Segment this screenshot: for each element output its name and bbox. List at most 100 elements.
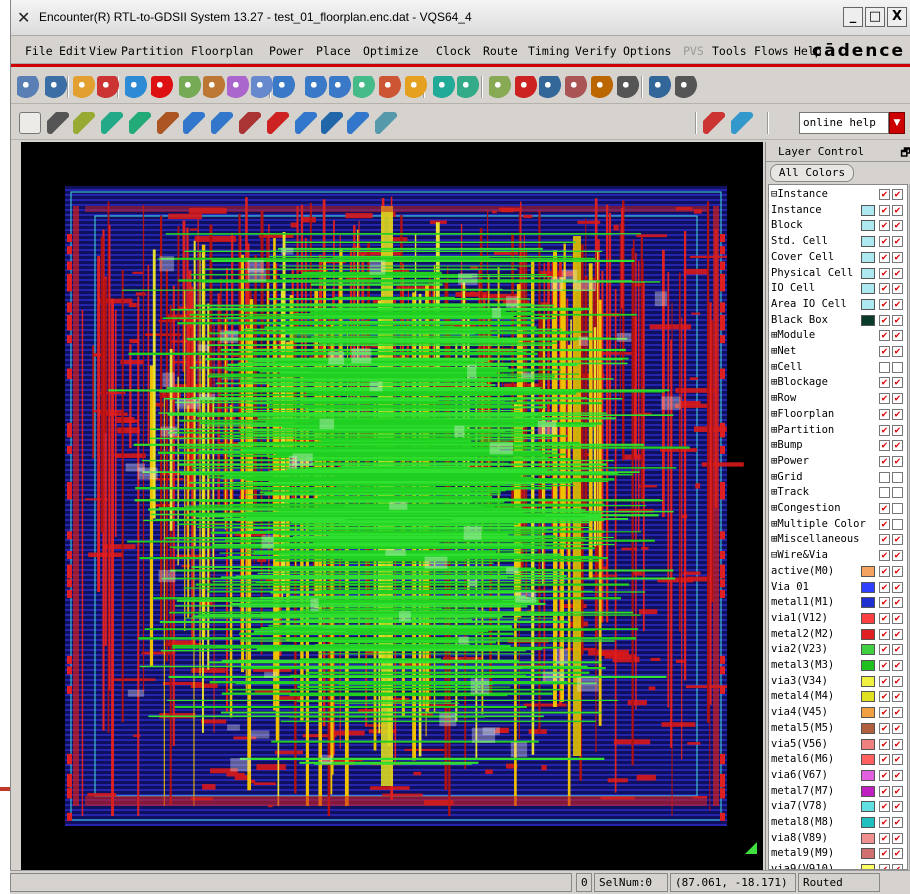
visible-checkbox[interactable]: ✔ bbox=[879, 581, 890, 593]
visible-checkbox[interactable] bbox=[879, 471, 890, 483]
layer-color-swatch[interactable] bbox=[861, 565, 875, 577]
layer-color-swatch[interactable] bbox=[861, 612, 875, 624]
layer-row[interactable]: ⊞Partition ✔ ✔ bbox=[769, 424, 907, 437]
color-palette-icon[interactable] bbox=[151, 76, 173, 98]
layer-row[interactable]: active(M0) ✔ ✔ bbox=[769, 565, 907, 578]
layer-color-swatch[interactable] bbox=[861, 848, 875, 860]
visible-checkbox[interactable] bbox=[879, 487, 890, 499]
selectable-checkbox[interactable]: ✔ bbox=[892, 722, 903, 734]
layer-row[interactable]: metal4(M4) ✔ ✔ bbox=[769, 690, 907, 703]
more-2-icon[interactable] bbox=[675, 76, 697, 98]
floorplan-icon[interactable] bbox=[375, 112, 397, 134]
layer-color-swatch[interactable] bbox=[861, 817, 875, 828]
open-folder-icon[interactable] bbox=[17, 76, 39, 98]
maximize-button[interactable]: □ bbox=[865, 7, 885, 27]
layer-color-swatch[interactable] bbox=[861, 738, 875, 750]
menu-place[interactable]: Place bbox=[316, 44, 351, 58]
new-window-icon[interactable] bbox=[649, 76, 671, 98]
visible-checkbox[interactable]: ✔ bbox=[879, 769, 890, 781]
selectable-checkbox[interactable]: ✔ bbox=[892, 251, 903, 263]
selectable-checkbox[interactable]: ✔ bbox=[892, 628, 903, 640]
layer-row[interactable]: Black Box ✔ ✔ bbox=[769, 314, 907, 327]
zoom-previous-icon[interactable] bbox=[379, 76, 401, 98]
layer-row[interactable]: metal7(M7) ✔ ✔ bbox=[769, 785, 907, 798]
visible-checkbox[interactable]: ✔ bbox=[879, 817, 890, 828]
selectable-checkbox[interactable]: ✔ bbox=[892, 267, 903, 279]
route-icon[interactable] bbox=[157, 112, 179, 134]
layer-row[interactable]: ⊞Row ✔ ✔ bbox=[769, 392, 907, 405]
layer-color-swatch[interactable] bbox=[861, 707, 875, 719]
selectable-checkbox[interactable]: ✔ bbox=[892, 754, 903, 766]
visible-checkbox[interactable]: ✔ bbox=[879, 518, 890, 530]
layer-row[interactable]: ⊞Track bbox=[769, 486, 907, 499]
zoom-fit-icon[interactable] bbox=[353, 76, 375, 98]
selectable-checkbox[interactable]: ✔ bbox=[892, 408, 903, 420]
selectable-checkbox[interactable]: ✔ bbox=[892, 440, 903, 452]
visible-checkbox[interactable]: ✔ bbox=[879, 597, 890, 609]
layer-row[interactable]: Std. Cell ✔ ✔ bbox=[769, 235, 907, 248]
layer-row[interactable]: Block ✔ ✔ bbox=[769, 219, 907, 232]
visible-checkbox[interactable]: ✔ bbox=[879, 330, 890, 342]
layer-row[interactable]: ⊞Multiple Color ✔ bbox=[769, 518, 907, 531]
pen-tool-4-icon[interactable] bbox=[251, 76, 273, 98]
layer-row[interactable]: ⊞Bump ✔ ✔ bbox=[769, 439, 907, 452]
layer-row[interactable]: via3(V34) ✔ ✔ bbox=[769, 675, 907, 688]
layer-row[interactable]: metal2(M2) ✔ ✔ bbox=[769, 628, 907, 641]
visible-checkbox[interactable] bbox=[879, 361, 890, 373]
cell-icon[interactable] bbox=[129, 112, 151, 134]
visible-checkbox[interactable]: ✔ bbox=[879, 675, 890, 687]
visible-checkbox[interactable]: ✔ bbox=[879, 722, 890, 734]
layer-color-swatch[interactable] bbox=[861, 581, 875, 593]
menu-view[interactable]: View bbox=[89, 44, 117, 58]
visible-checkbox[interactable]: ✔ bbox=[879, 455, 890, 467]
stretch-icon[interactable] bbox=[211, 112, 233, 134]
layer-color-swatch[interactable] bbox=[861, 801, 875, 813]
selectable-checkbox[interactable]: ✔ bbox=[892, 801, 903, 813]
visible-checkbox[interactable]: ✔ bbox=[879, 660, 890, 671]
layer-row[interactable]: metal3(M3) ✔ ✔ bbox=[769, 659, 907, 672]
selectable-checkbox[interactable]: ✔ bbox=[892, 346, 903, 357]
layer-color-swatch[interactable] bbox=[861, 644, 875, 656]
menu-optimize[interactable]: Optimize bbox=[363, 44, 419, 58]
info-icon[interactable] bbox=[125, 76, 147, 98]
menu-floorplan[interactable]: Floorplan bbox=[191, 44, 254, 58]
visible-checkbox[interactable]: ✔ bbox=[879, 534, 890, 546]
menu-options[interactable]: Options bbox=[623, 44, 672, 58]
pen-tool-icon[interactable] bbox=[179, 76, 201, 98]
window-icon[interactable] bbox=[539, 76, 561, 98]
layer-color-swatch[interactable] bbox=[861, 314, 875, 326]
selectable-checkbox[interactable]: ✔ bbox=[892, 738, 903, 750]
selectable-checkbox[interactable] bbox=[892, 471, 903, 483]
layer-row[interactable]: ⊞Net ✔ ✔ bbox=[769, 345, 907, 358]
menu-pvs[interactable]: PVS bbox=[683, 44, 704, 58]
selectable-checkbox[interactable]: ✔ bbox=[892, 314, 903, 326]
visible-checkbox[interactable]: ✔ bbox=[879, 801, 890, 813]
cut-icon[interactable] bbox=[239, 112, 261, 134]
selectable-checkbox[interactable]: ✔ bbox=[892, 612, 903, 624]
visible-checkbox[interactable]: ✔ bbox=[879, 408, 890, 420]
ruler-icon[interactable] bbox=[267, 112, 289, 134]
move-icon[interactable] bbox=[47, 112, 69, 134]
layer-row[interactable]: ⊞Cell bbox=[769, 361, 907, 374]
layer-color-swatch[interactable] bbox=[861, 236, 875, 248]
layer-row[interactable]: metal1(M1) ✔ ✔ bbox=[769, 596, 907, 609]
visible-checkbox[interactable]: ✔ bbox=[879, 298, 890, 310]
layer-row[interactable]: Physical Cell ✔ ✔ bbox=[769, 267, 907, 280]
zoom-in-icon[interactable] bbox=[273, 76, 295, 98]
selectable-checkbox[interactable]: ✔ bbox=[892, 424, 903, 436]
layer-row[interactable]: ⊟Instance ✔ ✔ bbox=[769, 188, 907, 201]
selectable-checkbox[interactable]: ✔ bbox=[892, 581, 903, 593]
layer-color-swatch[interactable] bbox=[861, 769, 875, 781]
layout-view-icon[interactable] bbox=[489, 76, 511, 98]
layer-color-swatch[interactable] bbox=[861, 754, 875, 766]
visible-checkbox[interactable]: ✔ bbox=[879, 785, 890, 797]
layer-row[interactable]: via4(V45) ✔ ✔ bbox=[769, 706, 907, 719]
redraw-icon[interactable] bbox=[405, 76, 427, 98]
selectable-checkbox[interactable]: ✔ bbox=[892, 769, 903, 781]
visible-checkbox[interactable]: ✔ bbox=[879, 550, 890, 562]
layer-row[interactable]: metal8(M8) ✔ ✔ bbox=[769, 816, 907, 829]
visible-checkbox[interactable]: ✔ bbox=[879, 267, 890, 279]
copy-icon[interactable] bbox=[183, 112, 205, 134]
menu-timing[interactable]: Timing bbox=[528, 44, 570, 58]
all-colors-button[interactable]: All Colors bbox=[770, 164, 854, 182]
